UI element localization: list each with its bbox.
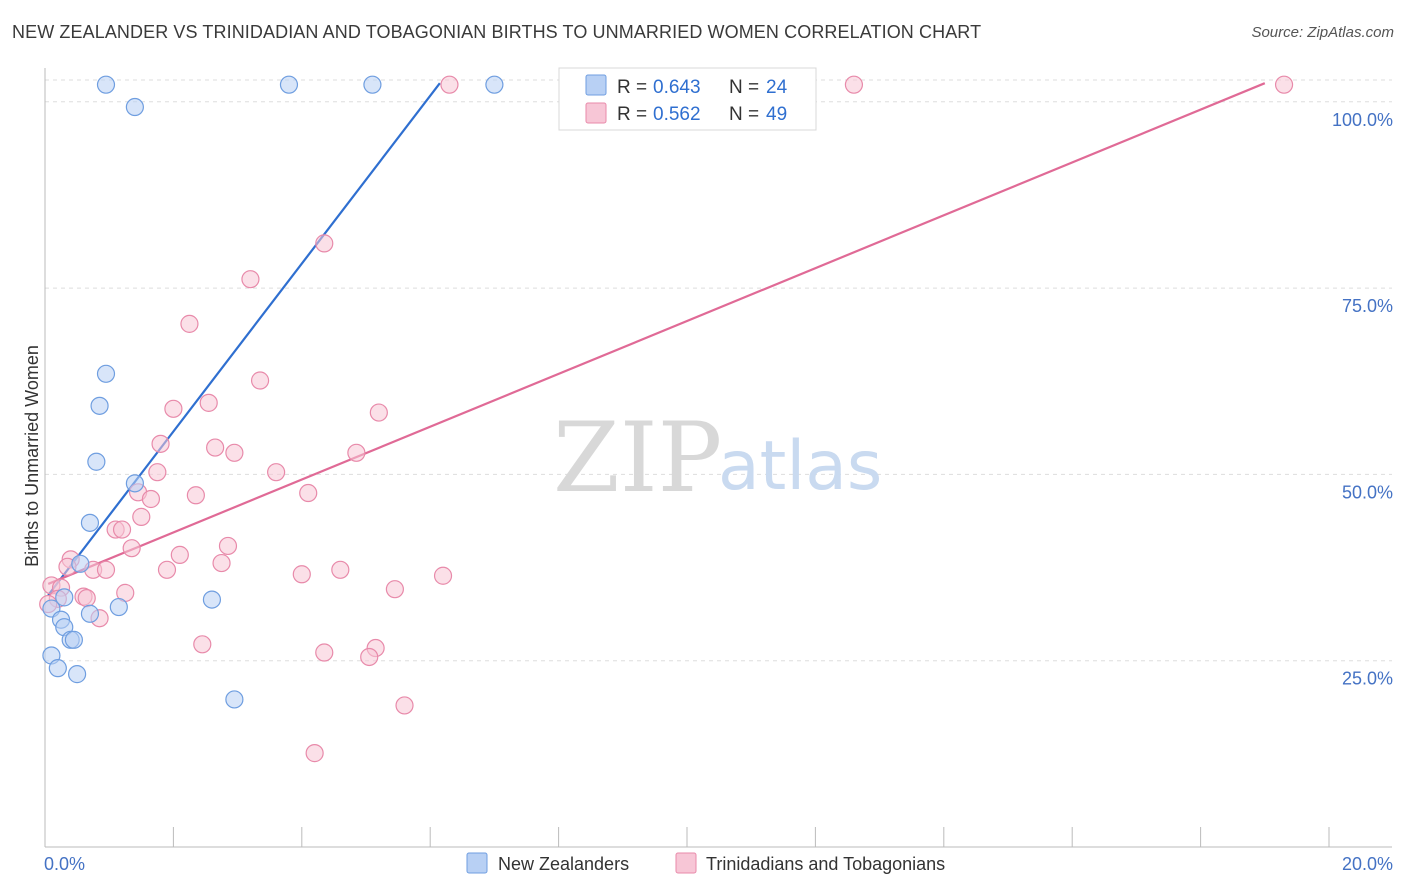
- legend-n-label-new-zealanders: N =: [729, 77, 759, 98]
- trend-line-trinidadians: [47, 82, 1266, 585]
- bottom-legend-label-new-zealanders: New Zealanders: [498, 854, 629, 874]
- new-zealander-point: [202, 590, 222, 609]
- trinidadian-point: [170, 545, 189, 564]
- y-tick-label: 25.0%: [1342, 669, 1393, 689]
- trinidadian-point: [212, 553, 231, 573]
- trinidadian-point: [96, 560, 116, 579]
- trinidadian-point: [369, 403, 388, 422]
- trinidadian-point: [206, 438, 225, 457]
- legend-n-label-trinidadians: N =: [729, 104, 759, 125]
- y-axis-title: Births to Unmarried Women: [22, 345, 42, 567]
- new-zealander-point: [71, 554, 90, 573]
- new-zealander-point: [90, 396, 109, 415]
- trinidadian-point: [385, 580, 404, 599]
- new-zealander-point: [279, 75, 299, 94]
- trinidadian-point: [250, 371, 270, 390]
- watermark-atlas: atlas: [718, 427, 882, 506]
- legend-r-label-trinidadians: R =: [617, 104, 647, 125]
- trinidadian-point: [433, 566, 453, 585]
- new-zealander-point: [96, 75, 116, 94]
- bottom-legend-swatch-new-zealanders: [466, 852, 488, 874]
- axis-layer: 25.0% 50.0% 75.0% 100.0% 0.0% 20.0%: [44, 68, 1393, 874]
- new-zealander-point: [80, 513, 100, 532]
- points-layer: [39, 75, 1294, 763]
- trinidadian-point: [151, 434, 170, 453]
- trinidadian-point: [180, 314, 199, 333]
- trinidadian-point: [132, 507, 151, 526]
- trinidadian-point: [267, 463, 286, 482]
- new-zealander-point: [80, 604, 100, 623]
- trinidadian-point: [164, 399, 183, 418]
- new-zealander-point: [67, 665, 87, 684]
- trinidadian-point: [141, 489, 161, 509]
- legend-n-value-trinidadians: 49: [766, 104, 787, 125]
- chart-title: NEW ZEALANDER VS TRINIDADIAN AND TOBAGON…: [12, 22, 982, 42]
- trinidadian-point: [395, 696, 414, 715]
- new-zealander-point: [48, 659, 67, 678]
- trinidadian-point: [241, 270, 260, 289]
- bottom-legend-label-trinidadians: Trinidadians and Tobagonians: [706, 854, 945, 874]
- trinidadian-point: [315, 643, 334, 662]
- new-zealander-point: [225, 690, 244, 709]
- trinidadian-point: [299, 483, 318, 503]
- trinidadian-point: [1274, 75, 1294, 94]
- legend-r-label-new-zealanders: R =: [617, 77, 647, 98]
- trinidadian-point: [218, 536, 238, 556]
- legend-r-value-trinidadians: 0.562: [653, 104, 701, 125]
- trinidadian-point: [331, 560, 350, 579]
- legend-box: R = 0.643 N = 24 R = 0.562 N = 49: [558, 67, 817, 131]
- new-zealander-point: [96, 364, 116, 383]
- trinidadian-point: [157, 560, 177, 579]
- trinidadian-point: [186, 486, 205, 505]
- y-tick-label: 50.0%: [1342, 482, 1393, 502]
- trinidadian-point: [315, 234, 334, 253]
- trinidadian-point: [440, 75, 459, 94]
- trinidadian-point: [347, 443, 366, 462]
- trinidadian-point: [122, 539, 141, 558]
- y-tick-label: 75.0%: [1342, 296, 1393, 316]
- watermark-zip: ZIP: [553, 402, 722, 514]
- new-zealander-point: [64, 630, 83, 649]
- bottom-legend: New Zealanders Trinidadians and Tobagoni…: [466, 852, 945, 874]
- new-zealander-point: [55, 588, 74, 607]
- legend-swatch-trinidadians: [585, 102, 607, 124]
- trinidadian-point: [305, 744, 324, 763]
- legend-swatch-new-zealanders: [585, 74, 607, 96]
- x-tick-label-min: 0.0%: [44, 854, 85, 874]
- trinidadian-point: [148, 463, 167, 482]
- y-tick-label: 100.0%: [1332, 110, 1393, 130]
- chart-source: Source: ZipAtlas.com: [1251, 24, 1394, 41]
- trend-line-new-zealanders: [47, 82, 441, 596]
- trinidadian-point: [292, 565, 311, 584]
- x-tick-label-max: 20.0%: [1342, 854, 1393, 874]
- new-zealander-point: [485, 75, 504, 94]
- trinidadian-point: [112, 520, 132, 539]
- trinidadian-point: [193, 635, 212, 654]
- legend-r-value-new-zealanders: 0.643: [653, 77, 701, 98]
- watermark: ZIP atlas: [553, 402, 882, 514]
- bottom-legend-swatch-trinidadians: [675, 852, 697, 874]
- new-zealander-point: [87, 452, 106, 471]
- trinidadian-point: [225, 443, 244, 462]
- grid-layer: [45, 79, 1392, 662]
- trinidadian-point: [77, 589, 96, 608]
- new-zealander-point: [125, 97, 144, 117]
- new-zealander-point: [125, 474, 144, 493]
- trinidadian-point: [199, 393, 218, 412]
- trinidadian-point: [360, 647, 379, 667]
- trend-layer: [47, 82, 1266, 596]
- legend-n-value-new-zealanders: 24: [766, 77, 788, 98]
- trinidadian-point: [844, 75, 864, 94]
- new-zealander-point: [109, 597, 128, 617]
- new-zealander-point: [363, 75, 382, 94]
